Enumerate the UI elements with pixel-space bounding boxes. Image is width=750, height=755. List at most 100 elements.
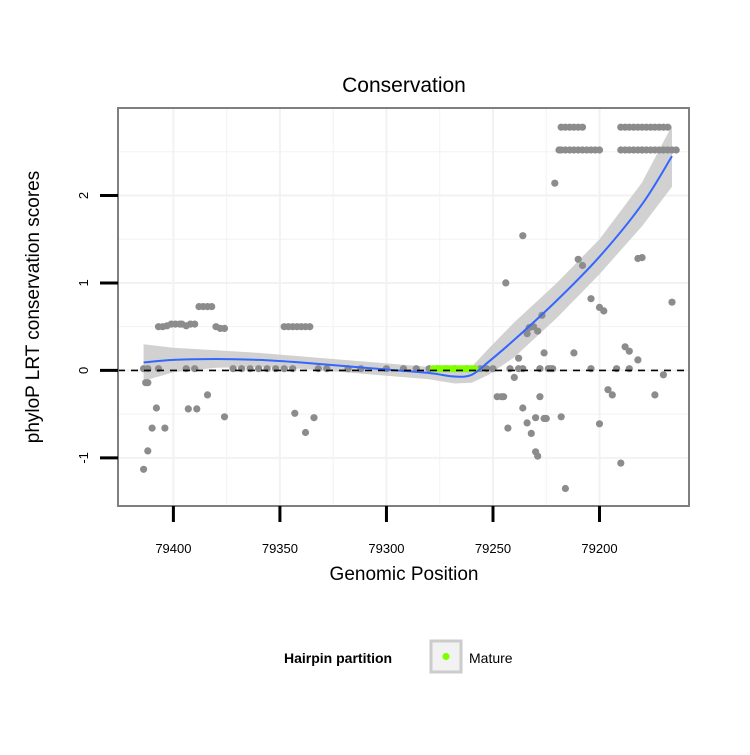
data-point [272, 365, 280, 373]
legend-label-mature: Mature [469, 650, 513, 666]
chart-title: Conservation [342, 74, 466, 97]
data-point [182, 365, 190, 373]
confidence-ribbon [143, 125, 673, 384]
data-point [561, 484, 570, 493]
data-point [578, 123, 587, 131]
data-point [255, 365, 263, 373]
data-point [570, 349, 578, 357]
smooth-fit-line [143, 155, 673, 378]
data-point [229, 365, 237, 373]
data-point [208, 303, 216, 311]
data-point [608, 391, 616, 399]
data-point [625, 365, 633, 373]
data-point [519, 365, 527, 373]
data-point [357, 365, 365, 373]
data-point [664, 123, 672, 131]
data-point [154, 365, 163, 373]
data-point [161, 424, 169, 432]
y-tick-label: -1 [76, 452, 91, 464]
data-point [489, 365, 497, 373]
data-point [191, 365, 199, 373]
x-tick-label: 79200 [581, 541, 617, 556]
data-point [578, 261, 587, 270]
data-point [540, 349, 548, 357]
x-tick-label: 79300 [368, 541, 404, 556]
data-point [246, 365, 254, 373]
data-point [638, 146, 646, 154]
data-point [289, 365, 297, 373]
data-point [506, 365, 514, 373]
data-point [527, 429, 535, 437]
x-tick-label: 79400 [155, 541, 191, 556]
data-point [310, 414, 318, 422]
data-point [301, 428, 310, 437]
data-point [515, 354, 523, 362]
data-point [587, 295, 595, 303]
data-point [544, 365, 553, 373]
data-point [536, 365, 544, 373]
data-point [238, 365, 246, 373]
data-point [534, 327, 542, 335]
data-point [595, 146, 604, 154]
data-point [148, 424, 156, 432]
data-point [532, 414, 540, 422]
data-point [500, 393, 508, 401]
y-axis-title: phyloP LRT conservation scores [23, 171, 44, 444]
data-point [323, 365, 331, 373]
data-point [540, 414, 548, 423]
data-point [220, 324, 229, 332]
data-point [510, 373, 518, 381]
data-point [523, 330, 531, 338]
data-point [625, 347, 633, 355]
y-tick-label: 2 [76, 192, 91, 199]
data-point [634, 356, 642, 364]
data-point [314, 365, 322, 373]
data-point [519, 232, 527, 240]
legend: Hairpin partition Mature [284, 639, 513, 674]
data-point [144, 365, 152, 373]
data-point [523, 419, 531, 427]
data-point [152, 404, 160, 412]
data-point [659, 371, 668, 379]
data-point [191, 320, 199, 328]
x-tick-label: 79350 [262, 541, 298, 556]
data-point [672, 146, 680, 154]
y-tick-label: 1 [76, 279, 91, 286]
data-point [493, 393, 501, 401]
data-point [140, 465, 148, 473]
data-point [193, 405, 201, 413]
data-point [502, 279, 510, 287]
x-axis-title: Genomic Position [330, 564, 479, 585]
data-point [604, 386, 612, 394]
legend-key-point [442, 652, 450, 661]
data-point [203, 391, 212, 399]
data-point [613, 365, 621, 373]
legend-title: Hairpin partition [284, 650, 392, 666]
data-point [220, 413, 229, 421]
data-point [291, 409, 299, 417]
data-point [504, 424, 512, 432]
panel-border [117, 107, 690, 507]
data-point [534, 452, 542, 460]
x-tick-label: 79250 [475, 541, 511, 556]
data-point [184, 405, 192, 413]
data-point [536, 393, 544, 401]
data-point [557, 413, 565, 421]
y-tick-label: 0 [76, 367, 91, 374]
data-point [617, 459, 625, 467]
data-point [574, 255, 582, 263]
data-point [595, 420, 604, 428]
data-point [519, 404, 527, 412]
data-point [651, 391, 659, 399]
data-point [280, 365, 288, 373]
data-point [668, 298, 676, 306]
data-point [306, 323, 314, 331]
data-point [600, 307, 608, 315]
data-point [638, 254, 646, 262]
data-point [263, 365, 271, 373]
data-point [144, 447, 152, 455]
data-point [587, 365, 595, 373]
data-point [144, 379, 152, 387]
